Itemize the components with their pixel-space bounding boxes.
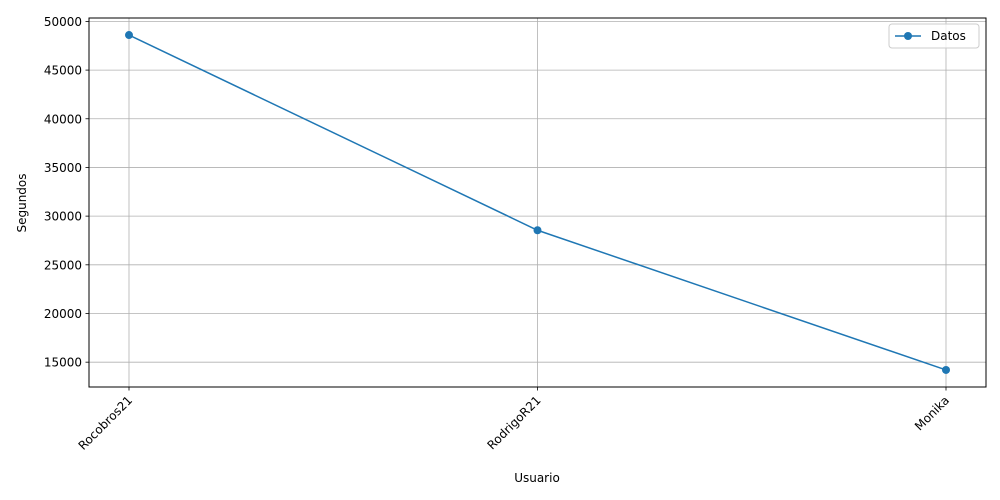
legend: Datos	[888, 23, 980, 49]
series-layer	[125, 31, 950, 374]
x-axis: Rocobros21 RodrigoR21 Monika	[76, 387, 952, 453]
data-point	[125, 31, 133, 40]
legend-box	[888, 23, 980, 49]
y-tick-label: 35000	[44, 161, 82, 175]
y-tick-label: 20000	[44, 307, 82, 321]
grid-lines	[89, 18, 986, 387]
y-axis-label: Segundos	[15, 173, 29, 232]
y-tick-label: 50000	[44, 15, 82, 29]
y-tick-label: 25000	[44, 258, 82, 272]
data-point	[942, 365, 950, 374]
y-axis: 15000 20000 25000 30000 35000 40000 45000 50000	[44, 15, 89, 370]
y-tick-label: 40000	[44, 112, 82, 126]
legend-dot-marker	[904, 32, 912, 40]
y-tick-label: 45000	[44, 64, 82, 78]
x-tick-label: RodrigoR21	[485, 393, 544, 452]
y-tick-label: 15000	[44, 356, 82, 370]
x-tick-label: Monika	[912, 393, 952, 433]
x-tick-label: Rocobros21	[76, 393, 136, 453]
data-point	[533, 226, 542, 235]
legend-label: Datos	[931, 29, 966, 43]
x-axis-label: Usuario	[514, 471, 560, 485]
y-tick-label: 30000	[44, 210, 82, 224]
